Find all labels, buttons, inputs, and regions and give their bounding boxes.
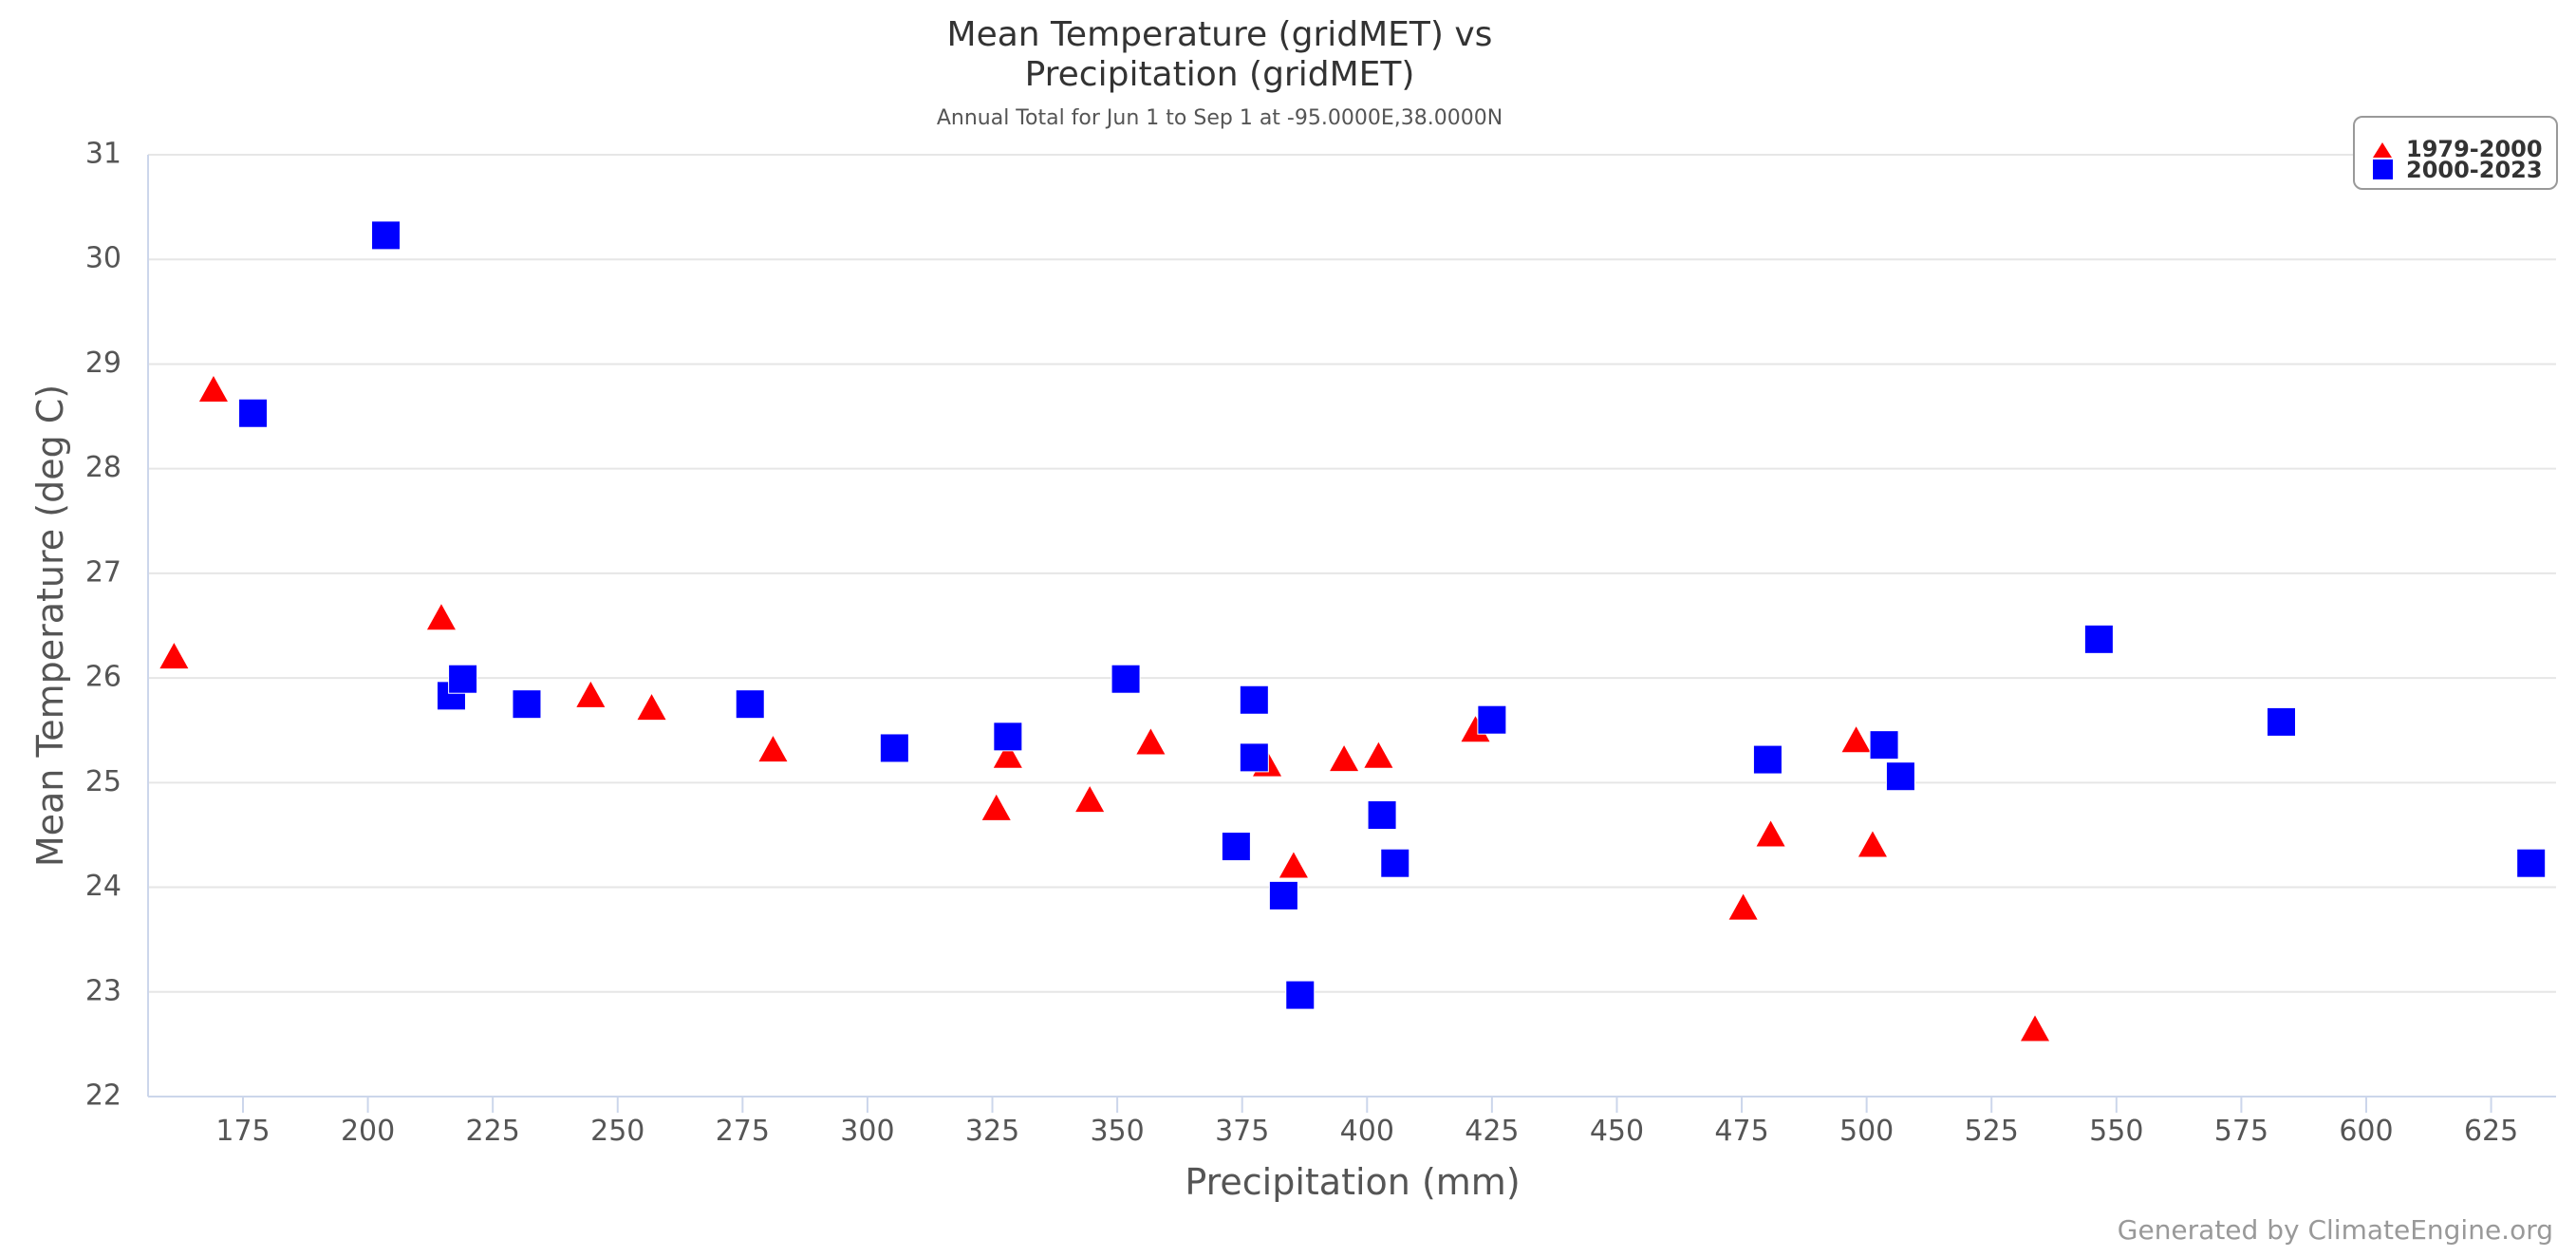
- data-point-triangle[interactable]: [1756, 820, 1785, 847]
- y-tick-label: 23: [85, 974, 121, 1007]
- data-point-square[interactable]: [448, 664, 478, 694]
- y-tick-label: 28: [85, 451, 121, 484]
- data-point-triangle[interactable]: [2021, 1015, 2050, 1041]
- x-tick-label: 475: [1714, 1115, 1768, 1148]
- x-tick-label: 450: [1590, 1115, 1644, 1148]
- x-axis-label: Precipitation (mm): [1185, 1161, 1520, 1203]
- data-point-triangle[interactable]: [198, 376, 228, 402]
- chart-title-line-2: Precipitation (gridMET): [1025, 55, 1415, 94]
- data-point-triangle[interactable]: [159, 643, 189, 669]
- data-point-triangle[interactable]: [1461, 716, 1490, 742]
- data-point-triangle[interactable]: [981, 794, 1011, 820]
- y-axis-label: Mean Temperature (deg C): [29, 385, 71, 867]
- data-point-triangle[interactable]: [1841, 726, 1871, 753]
- data-point-square[interactable]: [1239, 742, 1269, 773]
- data-point-square[interactable]: [735, 689, 765, 720]
- data-point-square[interactable]: [1239, 685, 1269, 715]
- data-point-triangle[interactable]: [993, 741, 1022, 768]
- x-tick-label: 225: [466, 1115, 520, 1148]
- data-point-square[interactable]: [993, 722, 1023, 752]
- data-point-triangle[interactable]: [576, 681, 606, 707]
- axes: 22 23 24 25 26 27 28 29 30 31 175 200 225 250 275 300 32…: [85, 138, 2556, 1148]
- data-point-square[interactable]: [1752, 744, 1783, 775]
- gridlines: [148, 154, 2556, 1098]
- data-point-square[interactable]: [2083, 624, 2114, 654]
- data-point-triangle[interactable]: [1857, 831, 1887, 857]
- data-point-triangle[interactable]: [1279, 852, 1308, 878]
- data-point-square[interactable]: [1869, 730, 1899, 760]
- data-point-square[interactable]: [1221, 832, 1251, 862]
- data-point-triangle[interactable]: [426, 604, 456, 630]
- legend[interactable]: 1979-2000 2000-2023: [2353, 116, 2558, 190]
- data-points: [159, 220, 2547, 1041]
- y-tick-label: 27: [85, 555, 121, 589]
- legend-box: [2353, 116, 2558, 190]
- data-point-square[interactable]: [238, 398, 269, 428]
- data-point-square[interactable]: [1477, 704, 1507, 735]
- x-tick-label: 575: [2214, 1115, 2268, 1148]
- y-tick-label: 29: [85, 347, 121, 380]
- data-point-square[interactable]: [2267, 706, 2297, 737]
- data-point-triangle[interactable]: [1136, 728, 1166, 755]
- y-tick-label: 26: [85, 661, 121, 694]
- data-point-square[interactable]: [1885, 761, 1915, 792]
- x-tick-label: 625: [2464, 1115, 2518, 1148]
- legend-item-2000-2023[interactable]: 2000-2023: [2406, 157, 2543, 183]
- data-point-triangle[interactable]: [637, 694, 666, 721]
- y-tick-label: 24: [85, 870, 121, 903]
- data-point-triangle[interactable]: [1364, 741, 1393, 768]
- y-tick-label: 30: [85, 242, 121, 275]
- credits-link[interactable]: Generated by ClimateEngine.org: [2118, 1214, 2553, 1246]
- chart-subtitle: Annual Total for Jun 1 to Sep 1 at -95.0…: [937, 106, 1503, 130]
- chart-title-line-1: Mean Temperature (gridMET) vs: [947, 15, 1493, 54]
- legend-square-icon: [2373, 159, 2393, 179]
- data-point-square[interactable]: [879, 733, 909, 763]
- x-tick-label: 250: [590, 1115, 644, 1148]
- data-point-square[interactable]: [1285, 980, 1316, 1010]
- x-tick-label: 300: [840, 1115, 894, 1148]
- legend-item-1979-2000[interactable]: 1979-2000: [2406, 136, 2543, 162]
- x-tick-label: 200: [341, 1115, 395, 1148]
- data-point-square[interactable]: [1380, 848, 1410, 878]
- data-point-square[interactable]: [371, 220, 401, 251]
- x-tick-label: 425: [1465, 1115, 1519, 1148]
- data-point-square[interactable]: [1111, 664, 1141, 694]
- data-point-square[interactable]: [512, 689, 542, 720]
- x-tick-label: 375: [1215, 1115, 1269, 1148]
- data-point-square[interactable]: [2516, 848, 2547, 878]
- x-tick-label: 525: [1965, 1115, 2019, 1148]
- x-tick-label: 175: [215, 1115, 270, 1148]
- y-tick-label: 25: [85, 765, 121, 798]
- data-point-square[interactable]: [1367, 800, 1397, 831]
- x-tick-label: 550: [2089, 1115, 2143, 1148]
- x-tick-label: 275: [716, 1115, 770, 1148]
- y-tick-label: 31: [85, 138, 121, 171]
- data-point-triangle[interactable]: [758, 736, 788, 762]
- data-point-triangle[interactable]: [1728, 893, 1758, 920]
- y-tick-label: 22: [85, 1079, 121, 1113]
- x-tick-label: 500: [1839, 1115, 1894, 1148]
- x-tick-label: 600: [2339, 1115, 2393, 1148]
- x-tick-label: 325: [965, 1115, 1019, 1148]
- data-point-triangle[interactable]: [1330, 745, 1359, 772]
- legend-triangle-icon: [2373, 142, 2392, 158]
- x-tick-label: 350: [1090, 1115, 1144, 1148]
- data-point-triangle[interactable]: [1075, 786, 1105, 813]
- x-tick-label: 400: [1340, 1115, 1394, 1148]
- data-point-square[interactable]: [1268, 880, 1298, 910]
